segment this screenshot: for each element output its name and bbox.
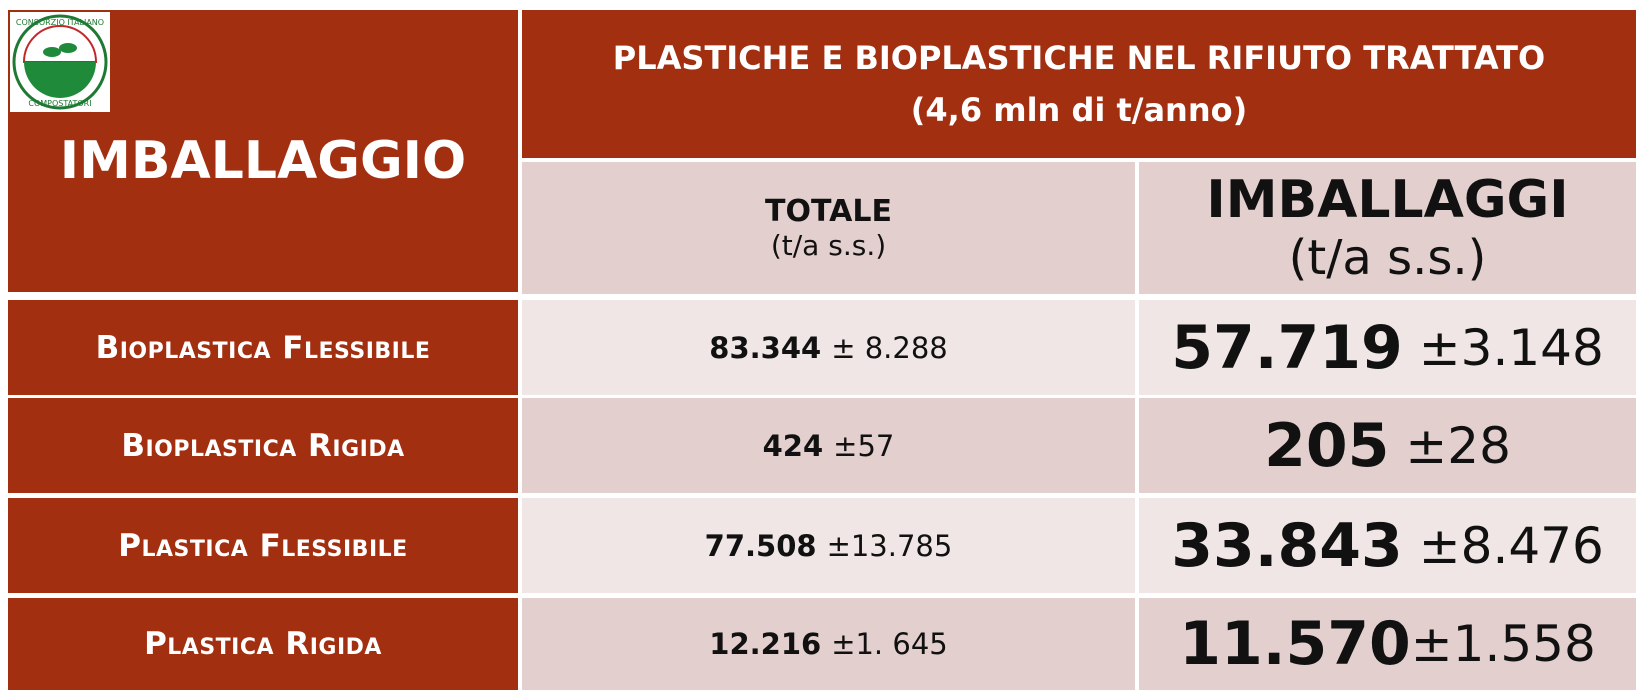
totale-cell: 12.216 ±1. 645: [522, 598, 1135, 690]
imballaggi-cell: 11.570 ±1.558: [1139, 598, 1636, 690]
logo-top: [22, 25, 98, 63]
title-line: (4,6 mln di t/anno): [910, 91, 1248, 129]
column-header: TOTALE (t/a s.s.): [522, 162, 1135, 294]
logo-top-text: CONSORZIO ITALIANO: [16, 18, 104, 27]
logo: CONSORZIO ITALIANO COMPOSTATORI: [10, 12, 110, 112]
row-label: Plastica Flessibile: [8, 498, 518, 593]
column-name: IMBALLAGGI: [1206, 170, 1569, 230]
imballaggi-value: 11.570: [1179, 609, 1411, 679]
row-label: Bioplastica Flessibile: [8, 300, 518, 395]
header-left: IMBALLAGGIO: [8, 10, 518, 292]
imballaggi-value: 33.843: [1171, 510, 1403, 581]
logo-leaf: [43, 47, 61, 57]
totale-value: 424: [762, 428, 824, 463]
totale-cell: 83.344 ± 8.288: [522, 300, 1135, 395]
header-left-text: IMBALLAGGIO: [59, 131, 467, 191]
totale-error: ±13.785: [826, 528, 953, 563]
totale-value: 83.344: [709, 330, 822, 365]
totale-cell: 77.508 ±13.785: [522, 498, 1135, 593]
column-unit: (t/a s.s.): [1288, 230, 1487, 286]
title-line: PLASTICHE E BIOPLASTICHE NEL RIFIUTO TRA…: [612, 39, 1546, 77]
totale-error: ± 8.288: [831, 330, 948, 365]
totale-value: 12.216: [709, 627, 822, 661]
row-label-text: Bioplastica Flessibile: [95, 329, 431, 366]
logo-leaf: [59, 43, 77, 53]
row-label-text: Bioplastica Rigida: [121, 427, 405, 464]
imballaggi-error: ±1.558: [1410, 615, 1596, 673]
imballaggi-error: ±8.476: [1418, 516, 1604, 575]
imballaggi-error: ±3.148: [1418, 318, 1604, 377]
totale-value: 77.508: [704, 528, 817, 563]
row-label: Plastica Rigida: [8, 598, 518, 690]
header-title: PLASTICHE E BIOPLASTICHE NEL RIFIUTO TRA…: [522, 10, 1636, 158]
totale-error: ±57: [833, 428, 895, 463]
imballaggi-cell: 57.719 ±3.148: [1139, 300, 1636, 395]
row-label-text: Plastica Rigida: [144, 626, 382, 662]
column-header: IMBALLAGGI (t/a s.s.): [1139, 162, 1636, 294]
imballaggi-error: ±28: [1405, 416, 1511, 475]
imballaggi-value: 205: [1264, 410, 1390, 481]
imballaggi-cell: 33.843 ±8.476: [1139, 498, 1636, 593]
row-label-text: Plastica Flessibile: [118, 527, 408, 564]
totale-error: ±1. 645: [831, 627, 948, 661]
logo-bottom: [24, 62, 96, 98]
imballaggi-cell: 205 ±28: [1139, 398, 1636, 493]
logo-bottom-text: COMPOSTATORI: [28, 99, 91, 108]
totale-cell: 424 ±57: [522, 398, 1135, 493]
imballaggi-value: 57.719: [1171, 312, 1403, 383]
column-name: TOTALE: [765, 194, 892, 229]
row-label: Bioplastica Rigida: [8, 398, 518, 493]
column-unit: (t/a s.s.): [770, 229, 887, 262]
